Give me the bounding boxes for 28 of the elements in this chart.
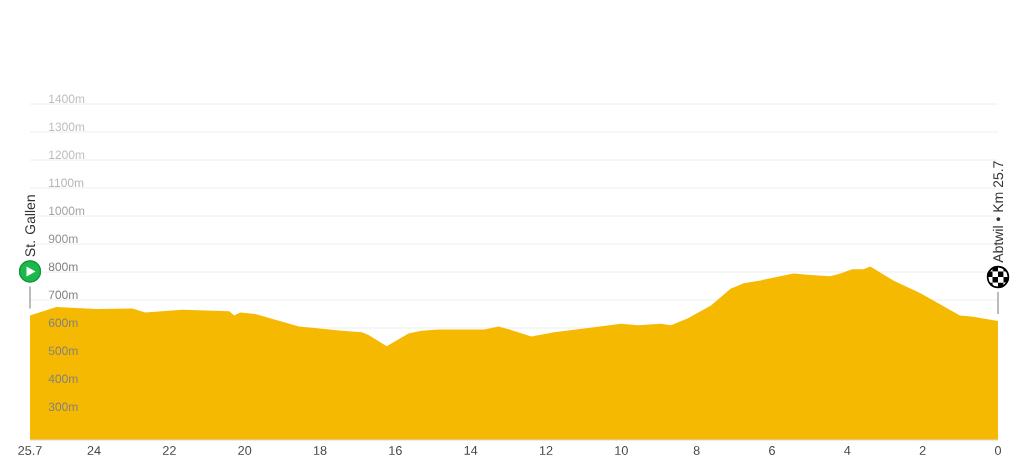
x-tick-label: 10 xyxy=(615,446,628,455)
x-tick-label: 4 xyxy=(844,446,851,455)
y-tick-label: 800m xyxy=(48,262,78,272)
y-tick-label: 600m xyxy=(48,318,78,328)
x-tick-label: 8 xyxy=(693,446,700,455)
y-tick-label: 500m xyxy=(48,346,78,356)
x-tick-label: 18 xyxy=(313,446,327,455)
y-tick-label: 1200m xyxy=(49,150,85,160)
y-tick-label: 900m xyxy=(48,234,78,244)
y-tick-label: 1000m xyxy=(49,206,85,216)
y-tick-label: 300m xyxy=(48,402,78,412)
y-tick-label: 1100m xyxy=(49,178,84,188)
x-tick-label: 24 xyxy=(87,446,101,455)
x-tick-label: 0 xyxy=(994,446,1002,455)
x-tick-label: 22 xyxy=(162,446,176,455)
x-tick-label: 16 xyxy=(389,446,402,455)
x-tick-label: 12 xyxy=(539,446,553,455)
x-tick-label: 20 xyxy=(238,446,252,455)
y-tick-label: 400m xyxy=(48,374,78,384)
x-tick-label: 2 xyxy=(919,446,926,455)
y-tick-label: 1400m xyxy=(49,94,85,104)
x-tick-label: 6 xyxy=(769,446,775,455)
x-tick-label: 25.7 xyxy=(18,446,42,455)
y-tick-label: 1300m xyxy=(49,122,85,132)
annotation: St. Gallen xyxy=(24,195,36,257)
x-tick-label: 14 xyxy=(464,446,478,455)
y-tick-label: 700m xyxy=(48,290,78,300)
annotation: Abtwil • Km 25.7 xyxy=(992,161,1004,263)
